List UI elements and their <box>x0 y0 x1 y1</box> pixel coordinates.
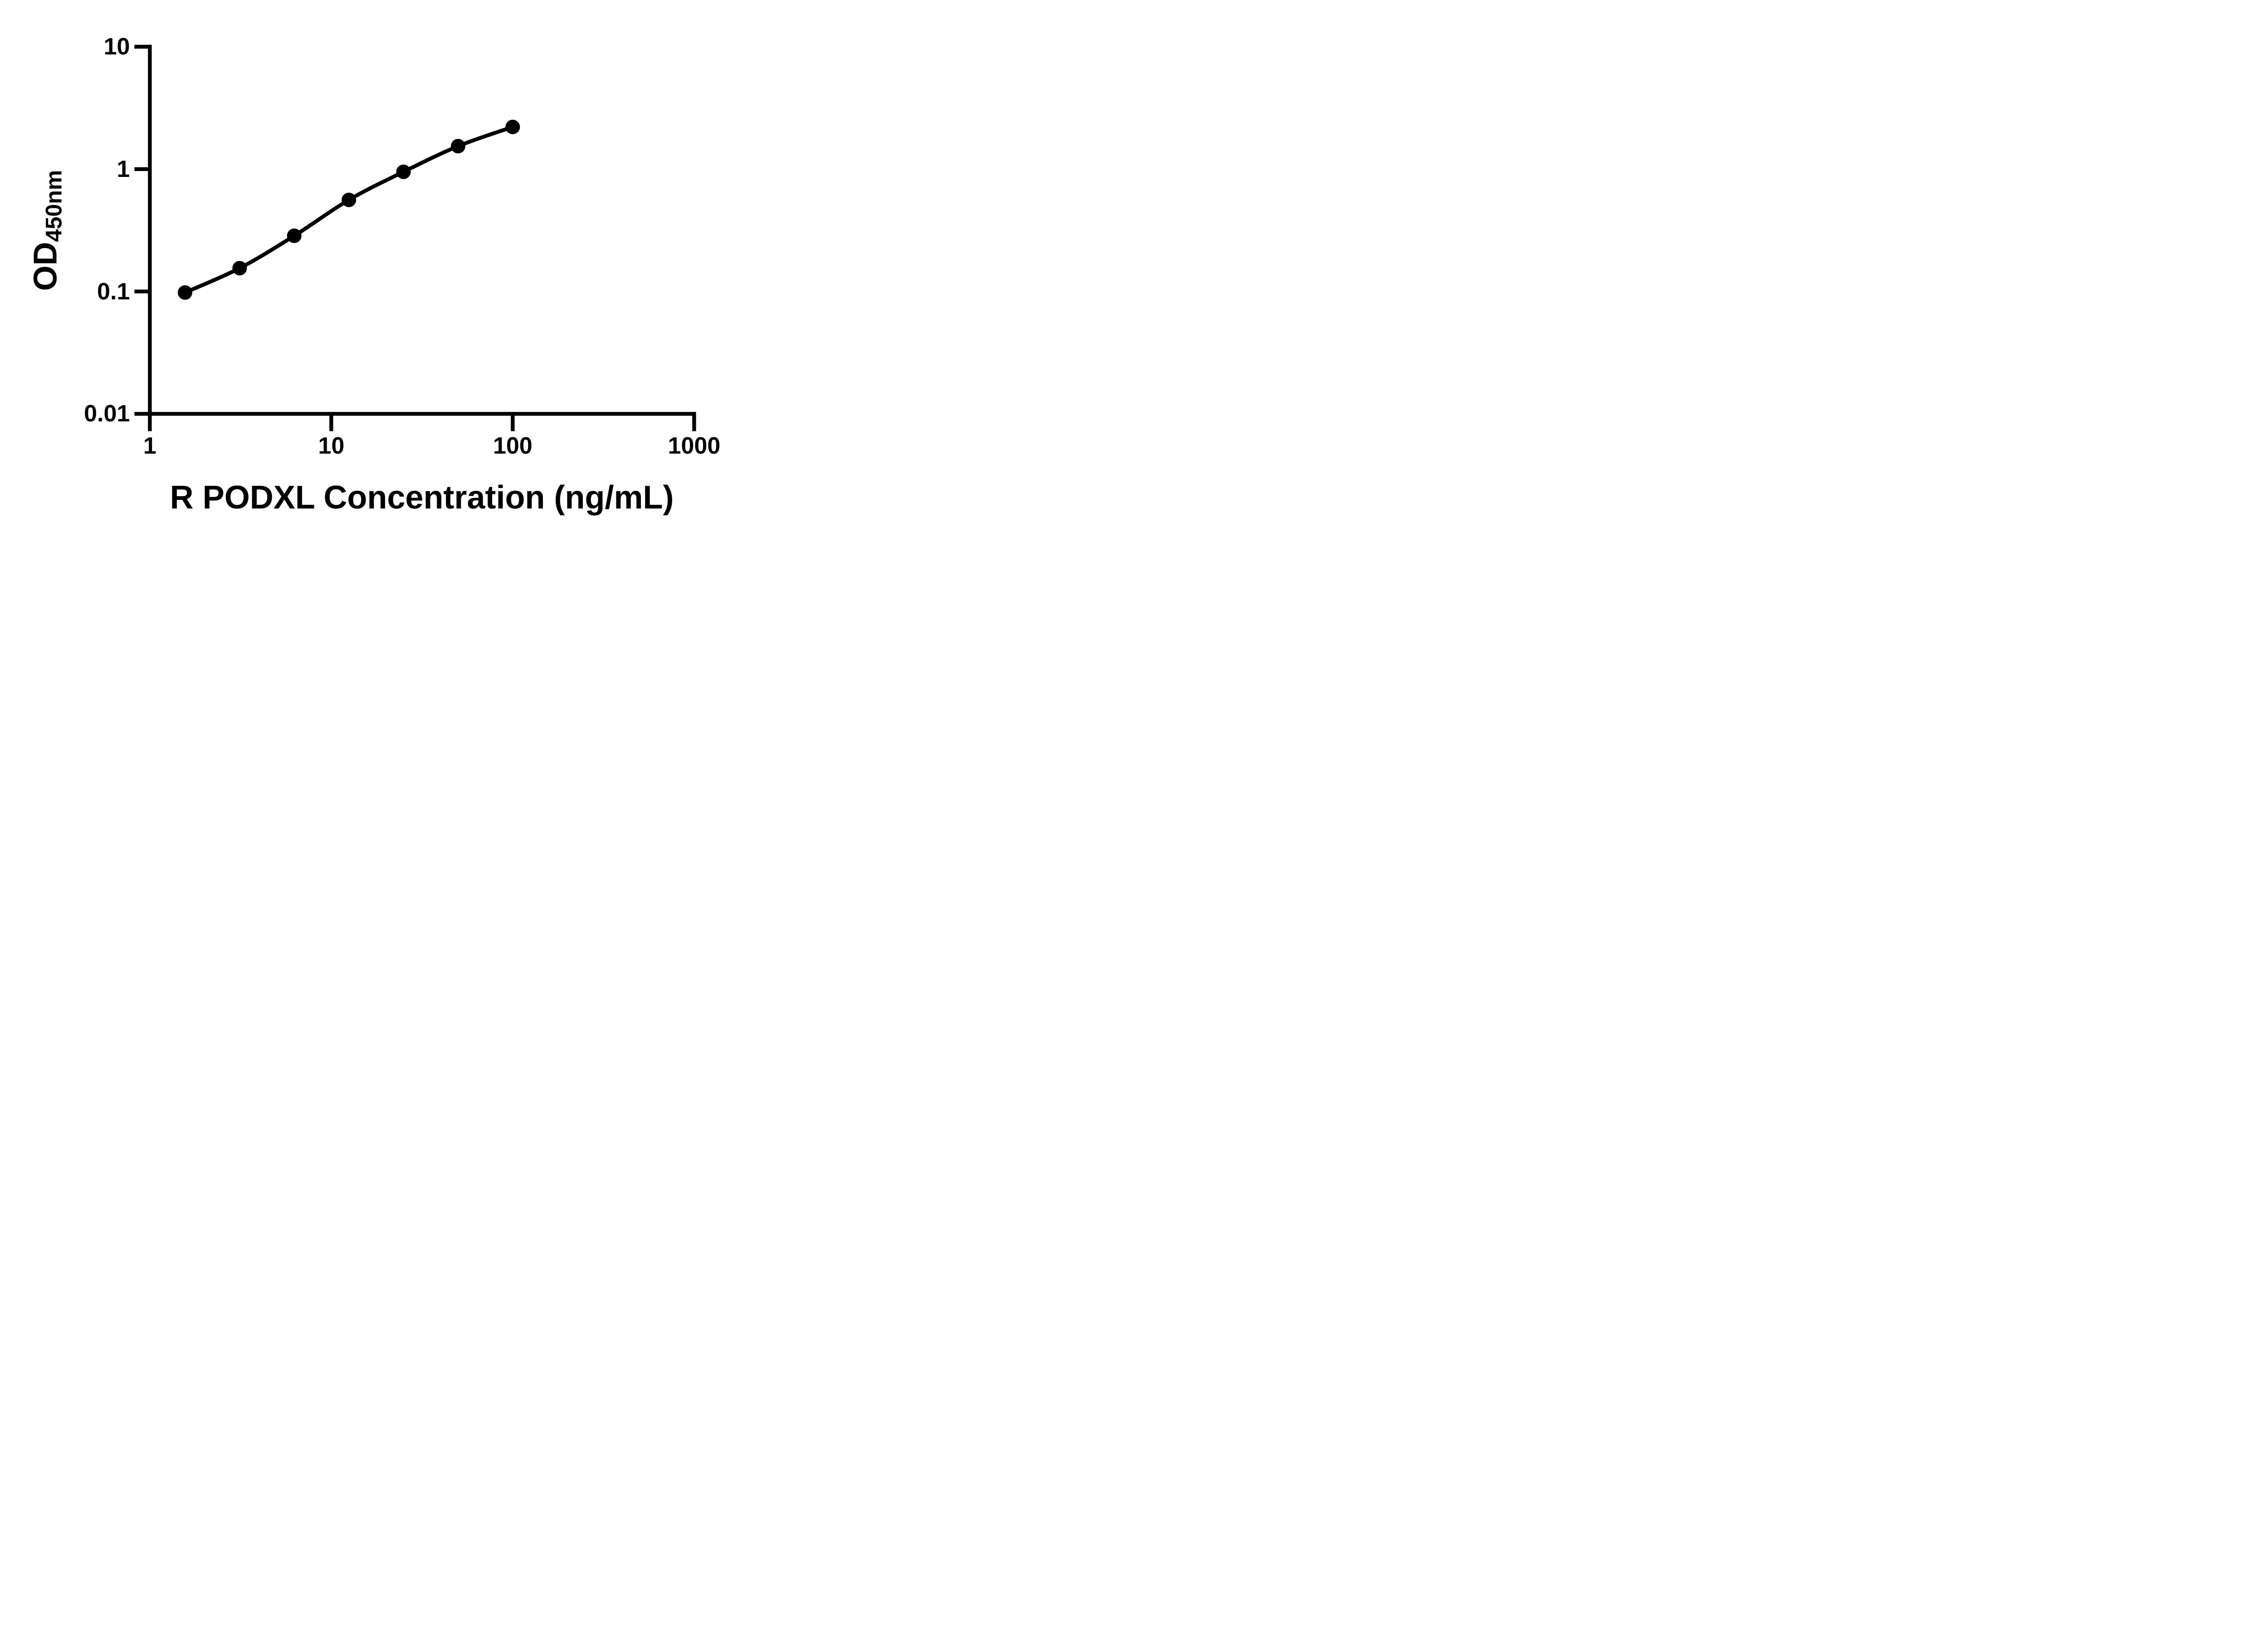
data-point-marker <box>450 139 465 154</box>
plot-area <box>134 44 696 431</box>
chart-canvas: 10 1 0.1 0.01 1 10 100 1000 R PODXL Conc… <box>0 0 777 544</box>
data-point-marker <box>396 164 411 179</box>
y-axis-title: OD450nm <box>27 170 67 291</box>
x-axis-title: R PODXL Concentration (ng/mL) <box>170 479 674 516</box>
data-point-marker <box>505 119 520 134</box>
data-point-marker <box>287 228 302 243</box>
y-tick-label-0: 10 <box>103 33 130 60</box>
x-tick-label-2: 100 <box>493 432 533 459</box>
data-point-marker <box>177 285 192 300</box>
y-axis-title-main: OD <box>27 242 64 291</box>
data-point-marker <box>342 192 357 207</box>
y-tick-label-3: 0.01 <box>84 401 130 427</box>
x-tick-label-0: 1 <box>143 432 156 459</box>
x-tick-label-3: 1000 <box>668 432 721 459</box>
y-axis-title-subscript: 450nm <box>41 170 67 242</box>
y-tick-label-2: 0.1 <box>97 278 130 305</box>
x-tick-label-1: 10 <box>318 432 345 459</box>
data-point-marker <box>232 261 247 276</box>
y-tick-label-1: 1 <box>117 156 130 182</box>
